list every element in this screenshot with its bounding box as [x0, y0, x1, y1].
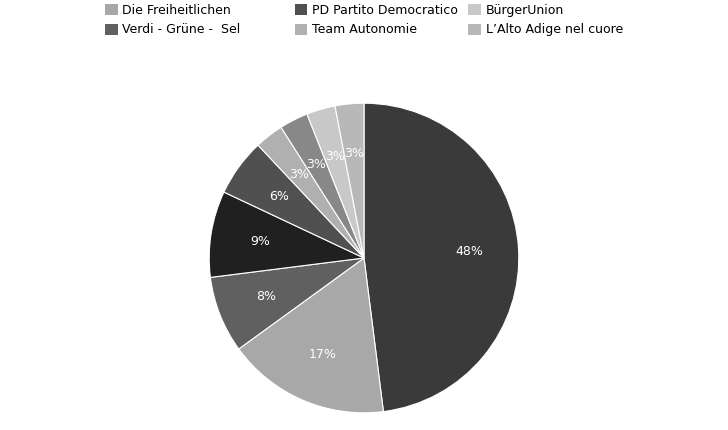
- Legend: SVP Südtiroler Volkspartei, Die Freiheitlichen, Verdi - Grüne -  Sel, Süd-Tirole: SVP Südtiroler Volkspartei, Die Freiheit…: [103, 0, 625, 39]
- Text: 3%: 3%: [306, 158, 326, 171]
- Wedge shape: [210, 258, 364, 349]
- Wedge shape: [239, 258, 384, 413]
- Wedge shape: [281, 114, 364, 258]
- Wedge shape: [364, 103, 519, 412]
- Wedge shape: [209, 192, 364, 277]
- Text: 3%: 3%: [325, 150, 344, 163]
- Text: 17%: 17%: [308, 348, 336, 361]
- Text: 3%: 3%: [290, 168, 309, 181]
- Text: 9%: 9%: [250, 235, 270, 248]
- Wedge shape: [224, 145, 364, 258]
- Text: 8%: 8%: [256, 290, 276, 303]
- Wedge shape: [335, 103, 364, 258]
- Text: 3%: 3%: [344, 147, 364, 160]
- Wedge shape: [258, 127, 364, 258]
- Wedge shape: [307, 106, 364, 258]
- Text: 6%: 6%: [269, 190, 289, 203]
- Text: 48%: 48%: [455, 245, 483, 258]
